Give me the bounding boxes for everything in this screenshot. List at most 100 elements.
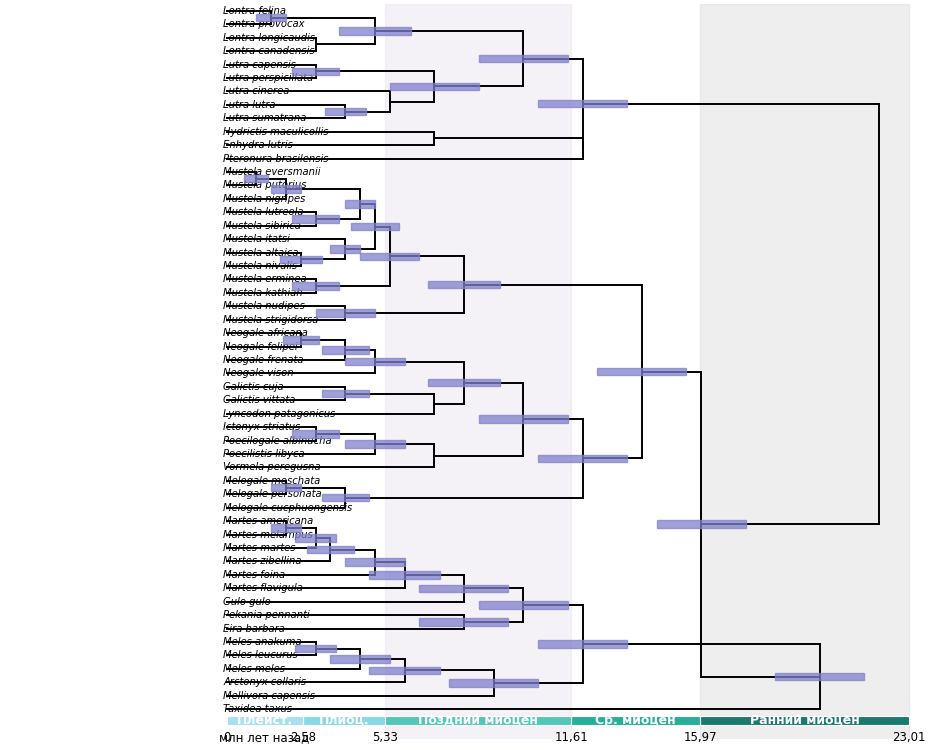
Text: Lutra cinerea: Lutra cinerea	[223, 86, 290, 97]
Bar	[369, 572, 440, 579]
Bar	[419, 618, 509, 626]
Bar	[339, 27, 411, 34]
Bar	[322, 494, 369, 502]
Bar	[292, 215, 339, 223]
Text: Poecilogale albinucha: Poecilogale albinucha	[223, 436, 332, 445]
Text: Mustela strigidorsa: Mustela strigidorsa	[223, 315, 319, 325]
Text: Galictis vittata: Galictis vittata	[223, 395, 295, 405]
Text: 0: 0	[223, 731, 230, 744]
Bar	[295, 645, 336, 652]
Bar	[345, 440, 404, 448]
Text: Плиоц.: Плиоц.	[319, 714, 369, 727]
Text: Melogale moschata: Melogale moschata	[223, 476, 321, 486]
Text: Lutra sumatrana: Lutra sumatrana	[223, 113, 307, 123]
Text: Ictonyx striatus: Ictonyx striatus	[223, 422, 300, 432]
Text: Mustela lutreola: Mustela lutreola	[223, 207, 304, 218]
Text: Gulo gulo: Gulo gulo	[223, 597, 271, 607]
Bar	[700, 4, 910, 739]
Bar	[390, 82, 479, 90]
Text: Mustela itatsi: Mustela itatsi	[223, 234, 290, 244]
Text: Ср. миоцен: Ср. миоцен	[596, 714, 676, 727]
Text: Meles leucurus: Meles leucurus	[223, 650, 298, 661]
Text: Mustela sibirica: Mustela sibirica	[223, 220, 301, 231]
Text: Mustela eversmanii: Mustela eversmanii	[223, 167, 321, 177]
Bar	[316, 309, 375, 316]
Bar	[256, 13, 286, 21]
Bar	[271, 524, 301, 532]
Text: Martes flavigula: Martes flavigula	[223, 584, 303, 593]
Bar	[385, 716, 571, 725]
Bar	[538, 454, 627, 462]
Text: 23,01: 23,01	[893, 731, 926, 744]
Bar	[303, 716, 385, 725]
Bar	[369, 667, 440, 674]
Text: Arctonyx collaris: Arctonyx collaris	[223, 677, 307, 687]
Bar	[419, 585, 509, 592]
Bar	[331, 655, 390, 662]
Text: Taxidea taxus: Taxidea taxus	[223, 704, 293, 714]
Bar	[538, 100, 627, 107]
Text: 11,61: 11,61	[555, 731, 588, 744]
Text: Mustela erminea: Mustela erminea	[223, 274, 307, 284]
Text: Lontra canadensis: Lontra canadensis	[223, 46, 315, 56]
Bar	[538, 640, 627, 648]
Text: Lutra perspicillata: Lutra perspicillata	[223, 73, 313, 83]
Text: Hydrictis maculicollis: Hydrictis maculicollis	[223, 127, 329, 136]
Text: Martes martes: Martes martes	[223, 543, 295, 553]
Text: Плейст.: Плейст.	[237, 714, 293, 727]
Bar	[429, 379, 500, 386]
Text: Pteronura brasilensis: Pteronura brasilensis	[223, 154, 329, 164]
Bar	[775, 673, 864, 680]
Text: Meles meles: Meles meles	[223, 664, 285, 674]
Text: Enhydra lutris: Enhydra lutris	[223, 140, 293, 150]
Text: Eira barbara: Eira barbara	[223, 623, 285, 634]
Text: Poecilistis libyca: Poecilistis libyca	[223, 449, 305, 459]
Bar	[351, 223, 399, 230]
Text: Martes foina: Martes foina	[223, 570, 285, 580]
Bar	[295, 534, 336, 542]
Text: Neogale vison: Neogale vison	[223, 368, 294, 379]
Text: Melogale cucphuongensis: Melogale cucphuongensis	[223, 503, 352, 513]
Text: Martes melampus: Martes melampus	[223, 530, 313, 539]
Bar	[292, 430, 339, 437]
Bar	[597, 368, 687, 375]
Bar	[244, 175, 268, 182]
Bar	[449, 680, 538, 687]
Text: Neogale felipei: Neogale felipei	[223, 341, 297, 352]
Text: 5,33: 5,33	[372, 731, 398, 744]
Bar	[571, 716, 700, 725]
Text: Lontra provocax: Lontra provocax	[223, 20, 305, 29]
Bar	[271, 185, 301, 193]
Text: Mustela nigripes: Mustela nigripes	[223, 194, 306, 204]
Text: Lutra capensis: Lutra capensis	[223, 59, 296, 70]
Bar	[479, 602, 568, 609]
Text: Martes zibellina: Martes zibellina	[223, 556, 302, 566]
Bar	[345, 200, 375, 208]
Text: 2,58: 2,58	[290, 731, 316, 744]
Text: Galictis cuja: Galictis cuja	[223, 382, 283, 392]
Bar	[479, 416, 568, 423]
Text: Mustela nudipes: Mustela nudipes	[223, 302, 305, 311]
Text: Melogale personata: Melogale personata	[223, 489, 322, 500]
Bar	[271, 484, 301, 491]
Text: Lontra longicaudis: Lontra longicaudis	[223, 33, 315, 43]
Bar	[322, 390, 369, 398]
Bar	[322, 346, 369, 354]
Bar	[385, 4, 571, 739]
Text: Поздний миоцен: Поздний миоцен	[418, 714, 538, 727]
Text: Ранний миоцен: Ранний миоцен	[750, 714, 859, 727]
Text: Neogale frenata: Neogale frenata	[223, 355, 304, 365]
Bar	[331, 245, 360, 253]
Bar	[324, 108, 366, 116]
Bar	[345, 358, 404, 365]
Text: Neogale africana: Neogale africana	[223, 328, 308, 338]
Bar	[479, 55, 568, 62]
Text: Mustela putorius: Mustela putorius	[223, 181, 307, 190]
Bar	[292, 283, 339, 290]
Text: Mustela nivalis: Mustela nivalis	[223, 261, 297, 271]
Bar	[280, 256, 322, 263]
Text: 15,97: 15,97	[683, 731, 718, 744]
Text: Meles anakuma: Meles anakuma	[223, 637, 302, 647]
Text: млн лет назад: млн лет назад	[219, 731, 309, 744]
Bar	[226, 716, 303, 725]
